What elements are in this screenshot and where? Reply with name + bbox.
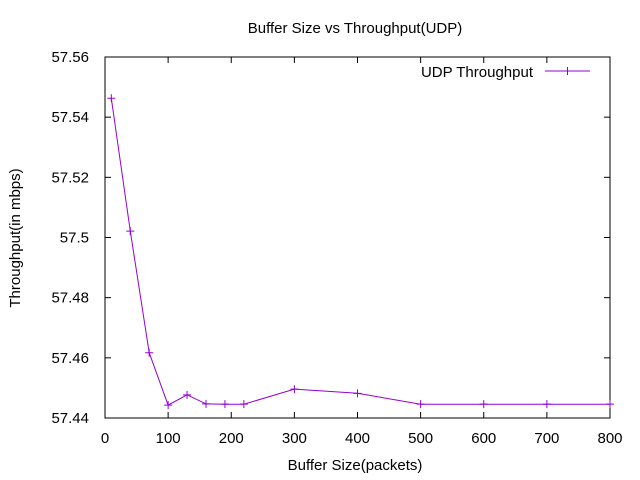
data-point-marker	[416, 400, 425, 409]
axis-ticks: 0 100 200 300 400 500 600 700 800 57.44 57.46 57.48…	[51, 49, 622, 447]
y-tick-label: 57.48	[51, 290, 89, 307]
y-tick-label: 57.5	[60, 230, 89, 247]
x-tick-label: 200	[219, 430, 244, 447]
data-point-marker	[606, 400, 614, 409]
chart-title: Buffer Size vs Throughput(UDP)	[248, 20, 463, 37]
y-tick-label: 57.52	[51, 169, 89, 186]
x-tick-label: 400	[345, 430, 370, 447]
x-tick-label: 800	[597, 430, 622, 447]
data-point-marker	[183, 390, 192, 399]
data-point-marker	[145, 348, 154, 357]
data-point-marker	[542, 400, 551, 409]
data-point-marker	[239, 400, 248, 409]
data-point-marker	[164, 401, 173, 410]
legend: UDP Throughput	[421, 64, 590, 81]
data-point-marker	[107, 94, 116, 103]
x-tick-label: 600	[471, 430, 496, 447]
data-point-marker	[353, 389, 362, 398]
x-tick-label: 300	[282, 430, 307, 447]
series-layer	[107, 94, 614, 410]
y-tick-label: 57.56	[51, 49, 89, 66]
data-point-marker	[202, 399, 210, 408]
x-tick-label: 500	[408, 430, 433, 447]
data-point-marker	[290, 385, 299, 394]
legend-marker	[563, 67, 572, 75]
data-point-marker	[126, 227, 135, 236]
series-line	[110, 98, 610, 406]
x-tick-label: 0	[101, 430, 109, 447]
y-tick-label: 57.46	[51, 350, 89, 367]
data-point-marker	[479, 400, 488, 409]
y-tick-label: 57.54	[51, 109, 89, 126]
legend-label: UDP Throughput	[421, 64, 534, 81]
y-tick-label: 57.44	[51, 410, 89, 427]
y-axis-label: Throughput(in mbps)	[7, 168, 24, 307]
data-point-marker	[220, 400, 229, 409]
x-axis-label: Buffer Size(packets)	[288, 457, 423, 474]
x-tick-label: 100	[156, 430, 181, 447]
x-tick-label: 700	[534, 430, 559, 447]
